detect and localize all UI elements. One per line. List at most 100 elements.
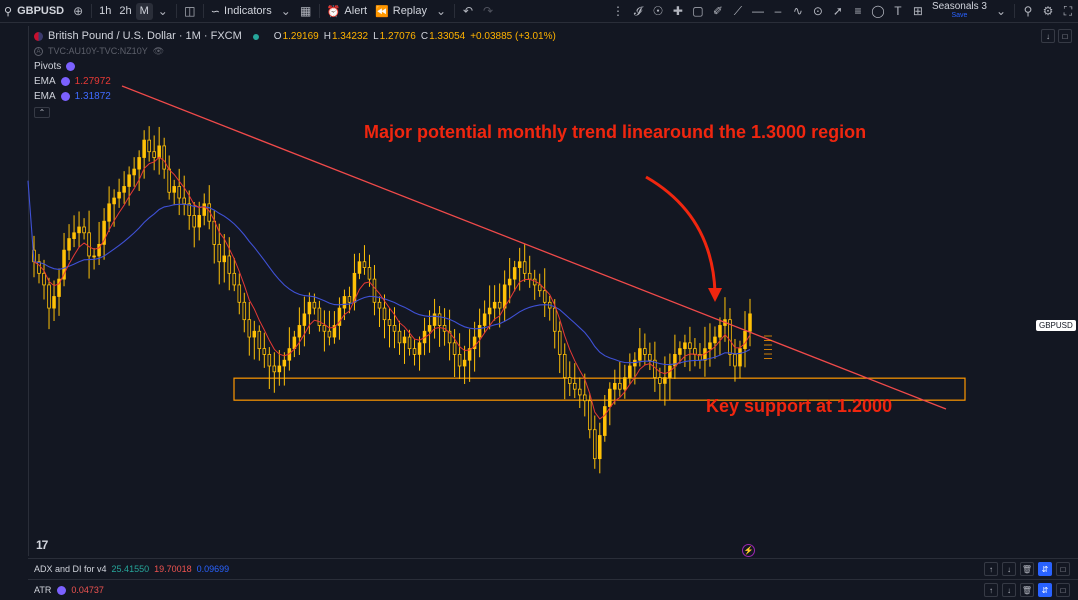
seasonals-label: Seasonals 3 <box>931 1 987 12</box>
fib-tool-button[interactable]: ≡ <box>848 0 868 23</box>
seasonals-layout-button[interactable]: Seasonals 3 Save <box>928 2 991 20</box>
candle-body <box>112 197 116 205</box>
candle-body <box>127 174 131 187</box>
table-tool-button[interactable]: ⊞ <box>908 0 928 23</box>
interval-2h-button[interactable]: 2h <box>119 5 132 17</box>
move-up-button[interactable]: ↑ <box>984 583 998 597</box>
ray-icon: – <box>774 4 782 18</box>
chart-type-button[interactable]: ◫ <box>180 0 200 23</box>
maximize-pane-button[interactable]: □ <box>1056 562 1070 576</box>
atr-value: 0.04737 <box>71 585 104 595</box>
fullscreen-icon: ⛶ <box>1063 3 1073 18</box>
replay-dropdown-button[interactable]: ⌄ <box>431 0 451 23</box>
pivots-legend-row[interactable]: Pivots <box>34 59 556 74</box>
interval-month-button[interactable]: M <box>135 2 153 20</box>
arrow-down-icon: ↓ <box>1007 585 1011 595</box>
rectangle-tool-button[interactable]: ▢ <box>688 0 708 23</box>
ema-slow-value: 1.31872 <box>74 91 111 102</box>
candle-body <box>282 359 287 367</box>
ray-tool-button[interactable]: – <box>768 0 788 23</box>
brush-tool-button[interactable]: ✐ <box>708 0 728 23</box>
candle-body <box>327 330 332 338</box>
chevron-down-icon: ⌄ <box>280 4 291 18</box>
move-up-button[interactable]: ↑ <box>984 562 998 576</box>
settings-button[interactable]: ⚙ <box>1038 0 1058 23</box>
candle-body <box>613 382 617 390</box>
candle-body <box>212 220 217 245</box>
horizontal-line-tool-button[interactable]: — <box>748 0 768 23</box>
text-icon: T <box>894 4 902 18</box>
candle-body <box>603 406 607 436</box>
indicator-settings-icon[interactable] <box>66 62 76 71</box>
interval-dropdown-button[interactable]: ⌄ <box>153 0 173 23</box>
adx-pane[interactable]: ADX and DI for v4 25.41550 19.70018 0.09… <box>28 558 1078 579</box>
quick-search-button[interactable]: ⚲ <box>1018 0 1038 23</box>
interval-1h-button[interactable]: 1h <box>99 5 112 17</box>
chart-pane[interactable] <box>28 26 1064 556</box>
delete-pane-button[interactable]: 🗑 <box>1020 583 1034 597</box>
magnify-icon: ⚲ <box>1023 4 1033 18</box>
indicators-button[interactable]: ∽ Indicators <box>207 0 276 23</box>
pin-tool-button[interactable]: ☉ <box>648 0 668 23</box>
candle-body <box>312 301 317 309</box>
candle-body <box>302 313 307 326</box>
candle-body <box>247 319 252 338</box>
undo-button[interactable]: ↶ <box>458 0 478 23</box>
trendline-tool-button[interactable]: ⟋ <box>728 0 748 23</box>
candle-body <box>252 330 257 338</box>
candle-body <box>382 307 387 321</box>
indicator-settings-icon[interactable] <box>60 77 70 86</box>
atr-pane[interactable]: ATR 0.04737 ↑ ↓ 🗑 ⇵ □ <box>28 579 1078 600</box>
text-tool-button[interactable]: T <box>888 0 908 23</box>
move-down-button[interactable]: ↓ <box>1002 562 1016 576</box>
support-annotation[interactable]: Key support at 1.2000 <box>706 396 893 416</box>
indicator-settings-icon[interactable] <box>60 92 70 101</box>
fullscreen-button[interactable]: ⛶ <box>1058 0 1078 23</box>
trendline-annotation[interactable]: Major potential monthly trend linearound… <box>364 122 867 142</box>
collapse-pane-button[interactable]: ⇵ <box>1038 562 1052 576</box>
maximize-pane-button[interactable]: □ <box>1058 29 1072 43</box>
collapse-pane-button[interactable]: ⇵ <box>1038 583 1052 597</box>
maximize-pane-button[interactable]: □ <box>1056 583 1070 597</box>
move-down-button[interactable]: ↓ <box>1002 583 1016 597</box>
delete-pane-button[interactable]: 🗑 <box>1020 562 1034 576</box>
lightning-icon[interactable]: ⚡ <box>742 544 755 557</box>
candle-body <box>663 377 667 384</box>
alert-button[interactable]: ⏰ Alert <box>323 0 371 23</box>
path-tool-button[interactable]: ∿ <box>788 0 808 23</box>
pivots-label: Pivots <box>34 61 62 72</box>
candle-body <box>512 267 517 280</box>
tradingview-logo[interactable]: 17 <box>36 538 48 552</box>
crosshair-tool-button[interactable]: ✚ <box>668 0 688 23</box>
trash-icon: 🗑 <box>1021 585 1033 595</box>
candle-body <box>47 284 51 309</box>
drag-handle-icon[interactable]: ⋮ <box>611 4 624 18</box>
layout-button[interactable]: ▦ <box>296 0 316 23</box>
add-symbol-button[interactable]: ⊕ <box>68 0 88 23</box>
candle-body <box>347 296 352 303</box>
candle-body <box>562 354 567 378</box>
indicators-dropdown-button[interactable]: ⌄ <box>276 0 296 23</box>
shape-tool-button[interactable]: ◯ <box>868 0 888 23</box>
collapse-legend-button[interactable]: ⌃ <box>34 107 50 118</box>
redo-button[interactable]: ↷ <box>478 0 498 23</box>
replay-button[interactable]: ⏪ Replay <box>371 0 431 23</box>
candle-body <box>552 307 557 332</box>
ema-fast-legend-row[interactable]: EMA 1.27972 <box>34 74 556 89</box>
candle-body <box>237 284 242 303</box>
candle-body <box>693 348 697 355</box>
scroll-down-button[interactable]: ↓ <box>1041 29 1055 43</box>
symbol-search-button[interactable]: ⚲ GBPUSD <box>0 0 68 23</box>
indicator-settings-icon[interactable] <box>57 585 67 595</box>
candle-body <box>517 261 522 268</box>
eye-off-icon[interactable]: 👁 <box>152 46 165 56</box>
candle-body <box>377 301 382 309</box>
candle-body <box>507 278 512 286</box>
symbol-label: GBPUSD <box>17 5 65 17</box>
ema-slow-legend-row[interactable]: EMA 1.31872 <box>34 89 556 104</box>
layout-dropdown-button[interactable]: ⌄ <box>991 0 1011 23</box>
text-cursor-tool-button[interactable]: 𝓘 <box>628 0 648 23</box>
di-minus-value: 19.70018 <box>154 564 192 574</box>
circle-tool-button[interactable]: ⊙ <box>808 0 828 23</box>
pointer-tool-button[interactable]: ➚ <box>828 0 848 23</box>
